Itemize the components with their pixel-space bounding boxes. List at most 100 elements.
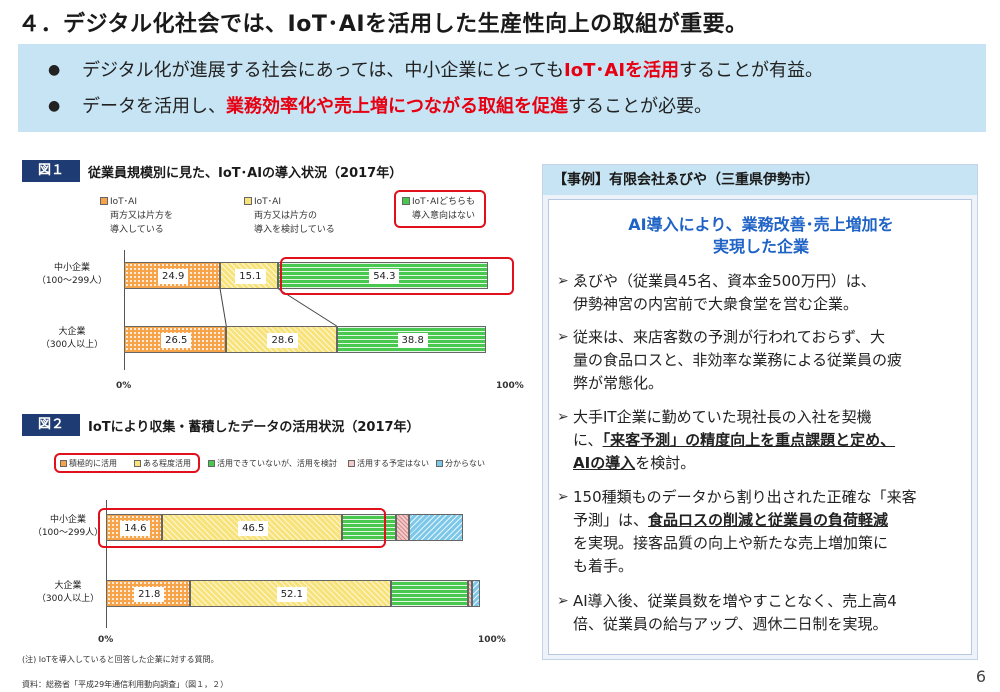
fig1-category-sme: 中小企業 （100～299人） [22,262,122,288]
fig2-legend-unknown: 分からない [436,458,485,469]
fig1-legend-considering: IoT･AI [244,196,281,209]
fig1-title: 従業員規模別に見た、IoT･AIの導入状況（2017年） [88,166,403,181]
case-heading-line: AI導入により、業務改善･売上増加を [628,215,894,234]
fig2-value-label-0-0: 14.6 [120,521,151,536]
legend-swatch [60,460,67,467]
fig2-value-label-0-1: 46.5 [238,521,269,536]
bullet-icon: ● [48,62,61,78]
fig2-segment-1-2 [391,580,469,607]
fig1-category-large: 大企業 （300人以上） [22,326,122,352]
case-text: AI導入後、従業員数を増やすことなく、売上高4 [573,592,897,610]
summary-box: ● デジタル化が進展する社会にあっては、中小企業にとってもIoT･AIを活用するこ… [18,44,986,132]
legend-label: IoT･AIどちらも [412,197,475,207]
fig2-title: IoTにより収集・蓄積したデータの活用状況（2017年） [88,420,420,435]
fig2-axis-max: 100% [478,635,506,645]
case-item-1: ➢ ゑびや（従業員45名、資本金500万円）は、 伊勢神宮の内宮前で大衆食堂を営… [557,270,967,316]
fig2-segment-1-0: 21.8 [106,580,191,607]
summary-line-2: ● データを活用し、業務効率化や売上増につながる取組を促進することが必要。 [48,92,712,118]
case-item-3: ➢ 大手IT企業に勤めていた現社長の入社を契機 に、「来客予測」の精度向上を重点… [557,406,967,475]
arrow-icon: ➢ [557,593,569,609]
fig2-category-sme: 中小企業 （100～299人） [18,514,118,540]
legend-swatch [348,460,355,467]
legend-label: ある程度活用 [143,459,191,468]
case-emphasis: 食品ロスの削減と従業員の負荷軽減 [648,511,889,529]
fig1-axis [124,250,125,370]
fig2-segment-0-1: 46.5 [162,514,342,541]
fig1-bar-large: 26.5 28.6 38.8 [124,326,510,353]
case-text: 量の食品ロスと、非効率な業務による従業員の疲 [573,351,902,369]
fig2-legend-some: ある程度活用 [134,458,191,469]
legend-swatch [208,460,215,467]
summary-highlight: 業務効率化や売上増につながる取組を促進 [226,96,568,117]
case-emphasis: 「来客予測」の精度向上を重点課題と定め、 [602,431,896,449]
category-line: （300人以上） [36,594,100,604]
fig2-value-label-1-1: 52.1 [276,587,307,602]
fig2-value-label-1-0: 21.8 [134,587,165,602]
fig2-segment-0-2 [341,514,396,541]
arrow-icon: ➢ [557,409,569,425]
fig2-category-large: 大企業 （300人以上） [18,580,118,606]
fig1-legend-considering-l3: 導入を検討している [254,225,335,235]
fig2-axis-min: 0% [98,635,114,645]
fig2-legend-considering: 活用できていないが、活用を検討 [208,458,337,469]
case-text-line: AIの導入を検討。 [573,452,967,475]
fig1-value-label-0-0: 24.9 [158,269,189,284]
case-text: 倍、従業員の給与アップ、週休二日制を実現。 [573,615,888,633]
category-line: 大企業 [54,581,82,591]
case-item-5: ➢ AI導入後、従業員数を増やすことなく、売上高4 倍、従業員の給与アップ、週休… [557,590,967,636]
fig2-legend-no-plan: 活用する予定はない [348,458,429,469]
legend-label: 活用する予定はない [357,459,429,468]
fig1-connector-line [219,288,227,327]
fig2-legend-highlight [54,453,200,473]
summary-line-1: ● デジタル化が進展する社会にあっては、中小企業にとってもIoT･AIを活用するこ… [48,56,823,82]
fig1-highlight-box [280,257,514,295]
fig2-legend-active: 積極的に活用 [60,458,117,469]
case-text: を検討。 [635,454,696,472]
case-text: ゑびや（従業員45名、資本金500万円）は、 [573,272,876,290]
case-text-line: 予測」は、食品ロスの削減と従業員の負荷軽減 [573,509,967,532]
legend-label: IoT･AI [254,197,281,207]
legend-swatch [244,197,252,205]
fig1-value-label-0-2: 54.3 [369,269,400,284]
fig1-segment-1-0: 26.5 [124,326,227,353]
fig1-tag: 図１ [22,160,80,182]
fig1-value-label-0-1: 15.1 [235,269,266,284]
case-heading-line: 実現した企業 [712,237,809,256]
legend-label: 積極的に活用 [69,459,117,468]
fig1-legend-implemented-l3: 導入している [110,225,164,235]
fig2-segment-0-4 [409,514,464,541]
summary-text: することが有益。 [679,60,824,81]
case-header: 【事例】有限会社ゑびや（三重県伊勢市） [543,165,977,195]
fig2-highlight-box [98,508,386,548]
fig1-segment-0-2: 54.3 [278,262,488,289]
fig2-segment-1-1: 52.1 [190,580,392,607]
category-line: 中小企業 [53,263,90,273]
fig1-legend-none: IoT･AIどちらも [402,196,475,209]
fig2-segment-0-0: 14.6 [106,514,163,541]
case-text-line: に、「来客予測」の精度向上を重点課題と定め、 [573,429,967,452]
legend-swatch [402,197,410,205]
case-item-2: ➢ 従来は、来店客数の予測が行われておらず、大 量の食品ロスと、非効率な業務によ… [557,326,967,395]
summary-text: することが必要。 [568,96,712,117]
fig1-legend-highlight [394,190,486,228]
fig2-segment-1-3 [468,580,473,607]
fig1-segment-1-1: 28.6 [226,326,337,353]
legend-swatch [436,460,443,467]
legend-swatch [134,460,141,467]
arrow-icon: ➢ [557,273,569,289]
fig1-value-label-1-1: 28.6 [267,333,298,348]
fig1-segment-0-0: 24.9 [124,262,221,289]
legend-label: 活用できていないが、活用を検討 [217,459,337,468]
fig2-bar-large: 21.8 52.1 [106,580,492,607]
page-number: 6 [975,667,986,686]
summary-text: デジタル化が進展する社会にあっては、中小企業にとっても [82,60,565,81]
case-text: 予測」は、 [573,511,649,529]
fig1-legend-implemented: IoT･AI [100,196,137,209]
category-line: （100～299人） [36,276,108,286]
bullet-icon: ● [48,98,61,114]
summary-highlight: IoT･AIを活用 [564,60,680,81]
arrow-icon: ➢ [557,489,569,505]
category-line: （300人以上） [40,340,104,350]
fig1-legend-considering-l2: 両方又は片方の [254,211,318,221]
page-title: ４．デジタル化社会では、IoT･AIを活用した生産性向上の取組が重要。 [18,12,748,37]
